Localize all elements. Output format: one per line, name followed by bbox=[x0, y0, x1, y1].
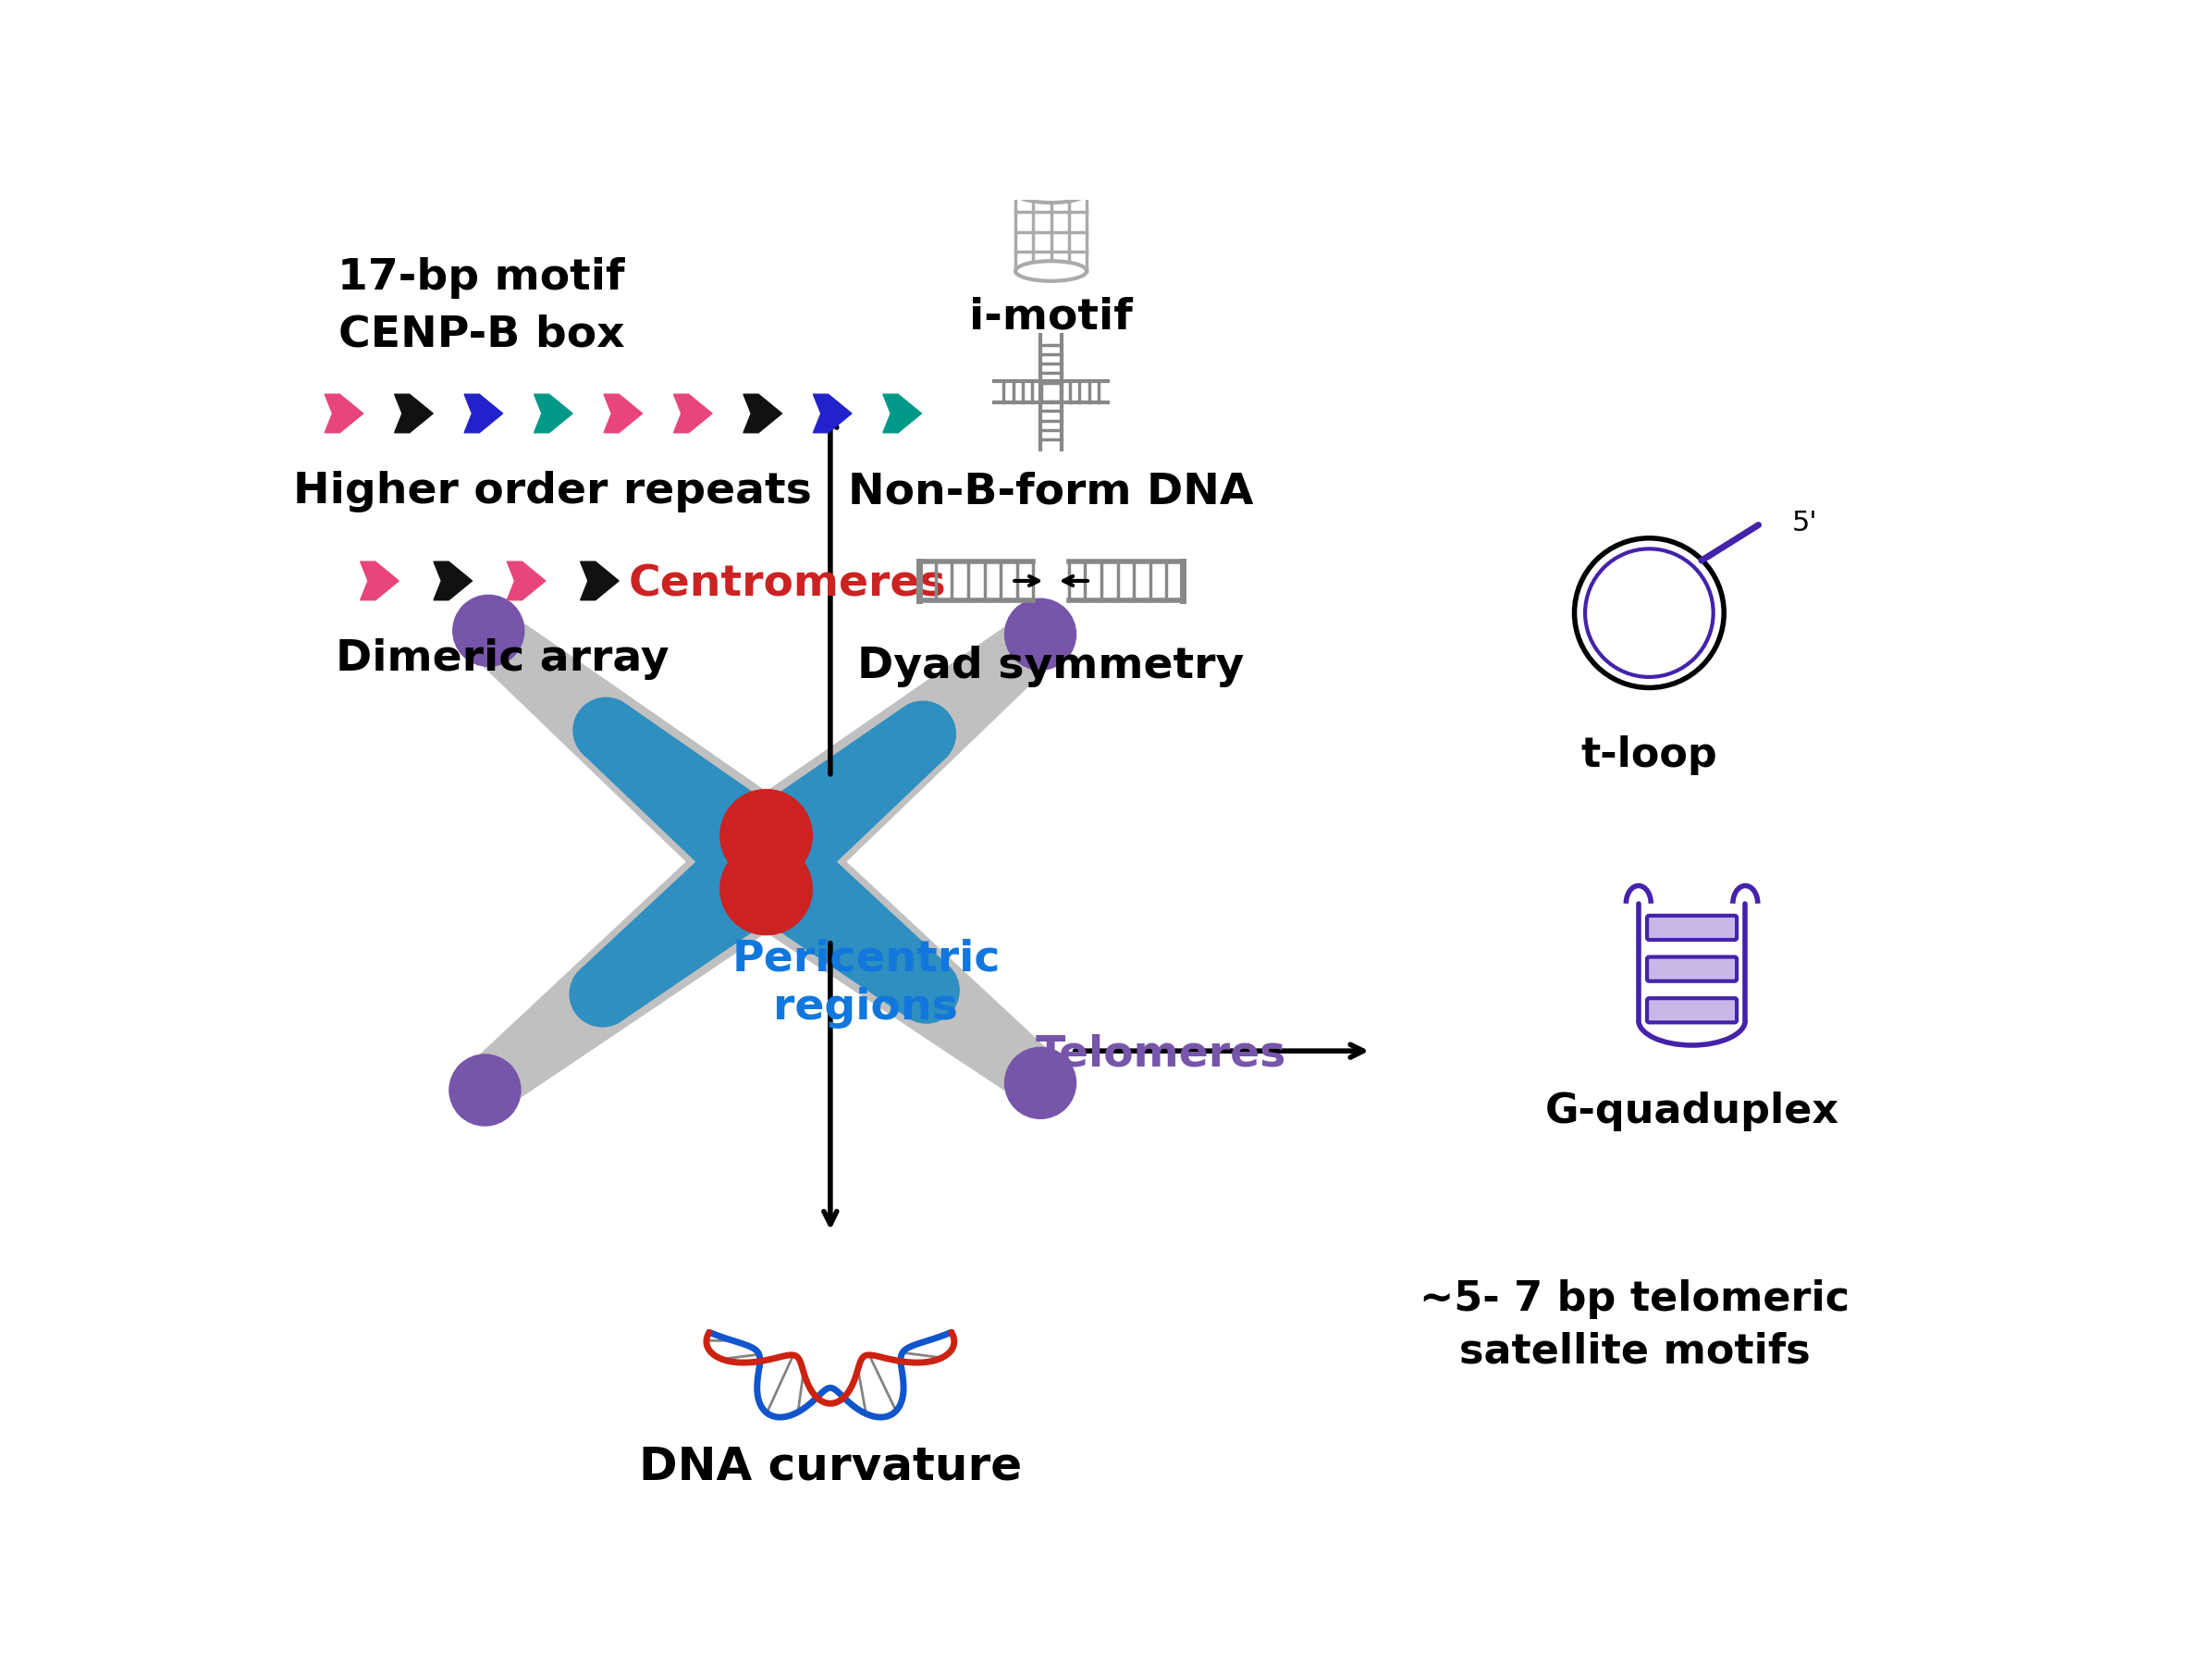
Polygon shape bbox=[604, 395, 641, 433]
Text: Centromeres: Centromeres bbox=[628, 563, 947, 604]
Text: 17-bp motif: 17-bp motif bbox=[338, 258, 626, 300]
Ellipse shape bbox=[721, 842, 812, 934]
Polygon shape bbox=[533, 395, 573, 433]
Polygon shape bbox=[741, 709, 945, 894]
Ellipse shape bbox=[1015, 261, 1086, 281]
FancyBboxPatch shape bbox=[1648, 916, 1736, 939]
Text: Non-B-form DNA: Non-B-form DNA bbox=[847, 471, 1254, 513]
Ellipse shape bbox=[1015, 183, 1086, 203]
Ellipse shape bbox=[471, 613, 529, 669]
Polygon shape bbox=[582, 831, 790, 1019]
Polygon shape bbox=[741, 623, 1048, 894]
Polygon shape bbox=[465, 395, 502, 433]
Polygon shape bbox=[478, 829, 790, 1102]
Text: ~5- 7 bp telomeric
satellite motifs: ~5- 7 bp telomeric satellite motifs bbox=[1420, 1279, 1849, 1372]
Text: Higher order repeats: Higher order repeats bbox=[294, 471, 812, 513]
Ellipse shape bbox=[721, 818, 832, 927]
Text: DNA curvature: DNA curvature bbox=[639, 1445, 1022, 1489]
Text: 5': 5' bbox=[1792, 509, 1816, 536]
Ellipse shape bbox=[1002, 1044, 1057, 1101]
Text: CENP-B box: CENP-B box bbox=[338, 315, 624, 356]
FancyBboxPatch shape bbox=[1648, 999, 1736, 1022]
Polygon shape bbox=[675, 395, 712, 433]
Ellipse shape bbox=[701, 796, 812, 907]
Polygon shape bbox=[434, 561, 471, 599]
Ellipse shape bbox=[449, 1054, 520, 1126]
Ellipse shape bbox=[1004, 1047, 1075, 1119]
Text: t-loop: t-loop bbox=[1582, 736, 1717, 776]
Ellipse shape bbox=[453, 594, 524, 666]
Polygon shape bbox=[814, 395, 852, 433]
Ellipse shape bbox=[723, 809, 821, 904]
Polygon shape bbox=[580, 561, 619, 599]
Polygon shape bbox=[507, 561, 546, 599]
Text: i-motif: i-motif bbox=[969, 296, 1133, 338]
Ellipse shape bbox=[701, 818, 812, 927]
Polygon shape bbox=[394, 395, 434, 433]
Polygon shape bbox=[883, 395, 922, 433]
Text: Pericentric
regions: Pericentric regions bbox=[732, 939, 1000, 1027]
Polygon shape bbox=[586, 704, 792, 894]
Ellipse shape bbox=[721, 789, 812, 881]
Text: Dyad symmetry: Dyad symmetry bbox=[858, 646, 1245, 688]
Polygon shape bbox=[480, 619, 790, 894]
Text: Dimeric array: Dimeric array bbox=[336, 638, 670, 679]
Ellipse shape bbox=[1002, 616, 1057, 674]
Polygon shape bbox=[361, 561, 398, 599]
Ellipse shape bbox=[889, 701, 956, 766]
Ellipse shape bbox=[571, 961, 635, 1027]
Ellipse shape bbox=[712, 819, 810, 916]
FancyBboxPatch shape bbox=[1648, 957, 1736, 981]
Polygon shape bbox=[743, 395, 781, 433]
Text: Telomeres: Telomeres bbox=[1035, 1034, 1287, 1076]
Polygon shape bbox=[743, 829, 1048, 1096]
Ellipse shape bbox=[721, 796, 832, 907]
Ellipse shape bbox=[573, 698, 639, 763]
Ellipse shape bbox=[467, 1051, 524, 1109]
Polygon shape bbox=[741, 831, 947, 1016]
Ellipse shape bbox=[1004, 599, 1075, 669]
Ellipse shape bbox=[894, 957, 960, 1022]
Text: G-quaduplex: G-quaduplex bbox=[1544, 1092, 1838, 1132]
Ellipse shape bbox=[712, 809, 810, 904]
Ellipse shape bbox=[723, 819, 821, 916]
Polygon shape bbox=[325, 395, 363, 433]
